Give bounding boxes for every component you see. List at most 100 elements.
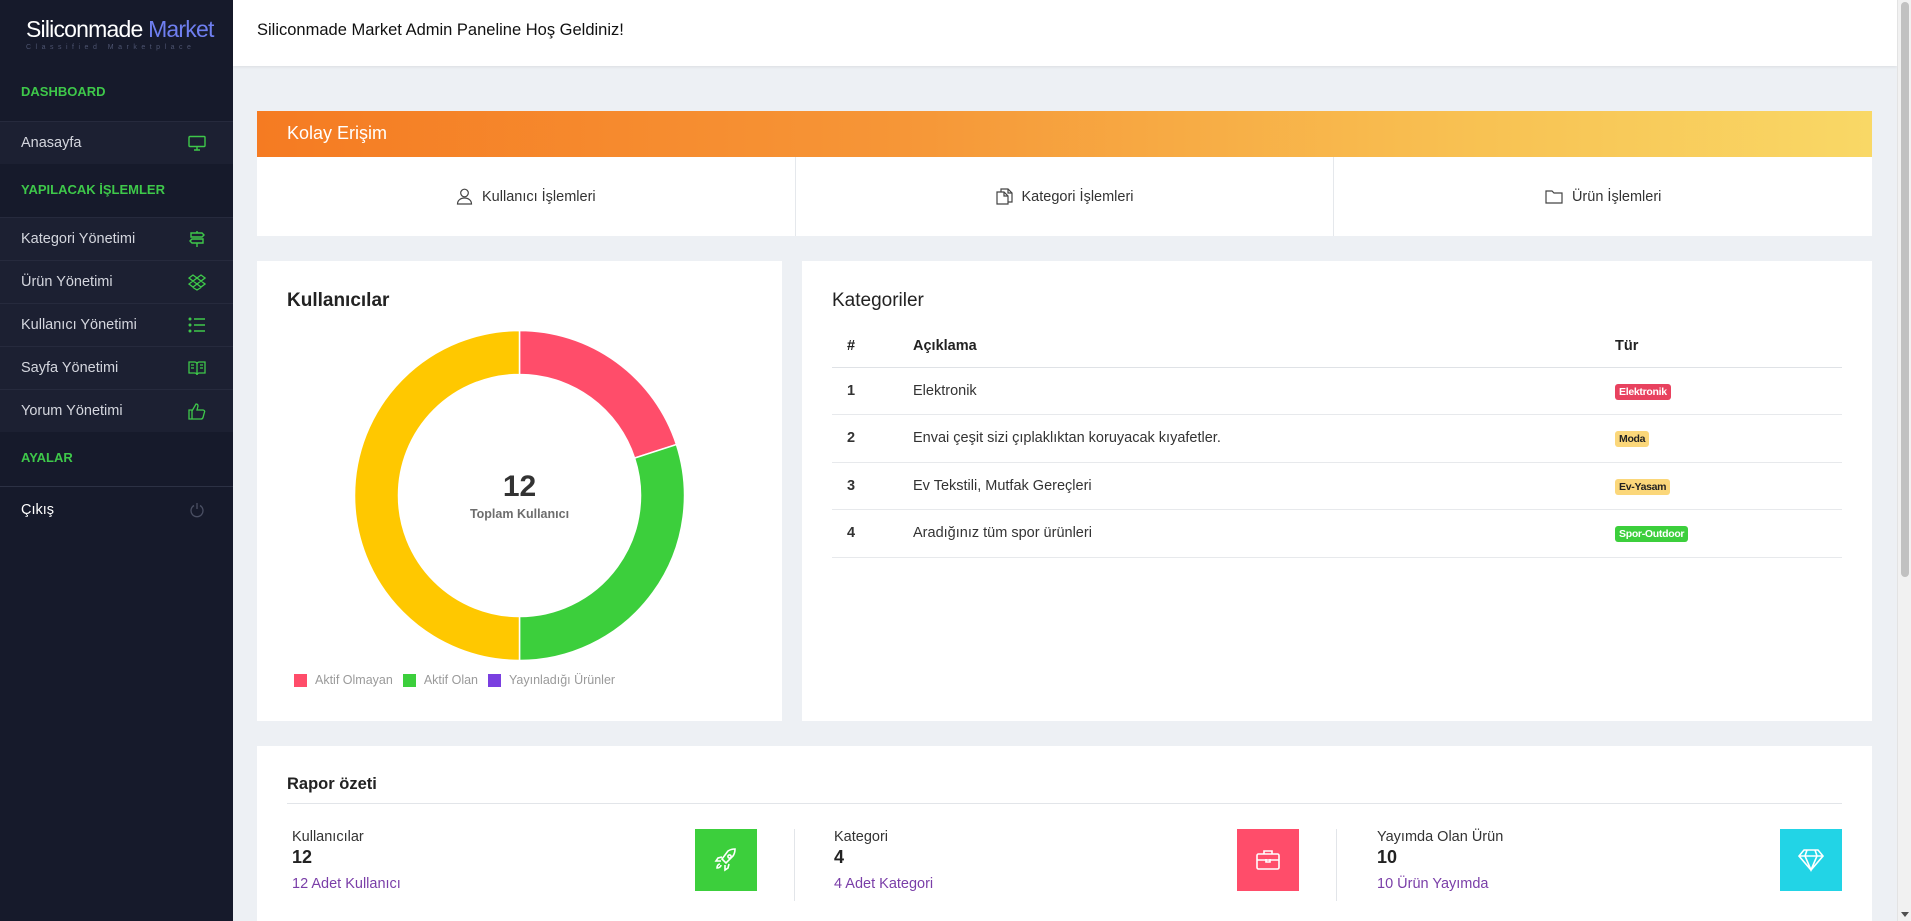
legend-label: Yayınladığı Ürünler — [509, 673, 616, 687]
scrollbar-thumb[interactable] — [1901, 2, 1909, 577]
quick-user-operations[interactable]: Kullanıcı İşlemleri — [257, 157, 796, 236]
page-title: Siliconmade Market Admin Paneline Hoş Ge… — [257, 21, 624, 39]
dropbox-icon — [187, 272, 207, 292]
scroll-down-arrow-icon[interactable] — [1901, 912, 1909, 917]
quick-user-operations-label: Kullanıcı İşlemleri — [482, 188, 596, 205]
briefcase-icon — [1237, 829, 1299, 891]
table-row: 3 Ev Tekstili, Mutfak Gereçleri Ev-Yasam — [832, 462, 1842, 510]
donut-slice-yay-nlad-r-nler[interactable] — [353, 329, 521, 662]
stat-link[interactable]: 12 Adet Kullanıcı — [292, 876, 401, 892]
row-type-cell: Elektronik — [1615, 367, 1842, 415]
donut-slice-aktif-olan[interactable] — [518, 443, 686, 662]
report-summary: Rapor özeti Kullanıcılar 12 12 Adet Kull… — [257, 746, 1872, 921]
sidebar-item-label: Sayfa Yönetimi — [21, 360, 119, 376]
logout-button[interactable]: Çıkış — [0, 486, 233, 532]
brand-name: Siliconmade — [26, 16, 149, 42]
sidebar-item-category-management[interactable]: Kategori Yönetimi — [0, 217, 233, 260]
stat-value: 12 — [292, 847, 313, 867]
quick-access-panel: Kolay Erişim Kullanıcı İşlemleri Kategor… — [257, 111, 1872, 236]
table-row: 4 Aradığınız tüm spor ürünleri Spor-Outdoo… — [832, 509, 1842, 558]
quick-category-operations[interactable]: Kategori İşlemleri — [796, 157, 1335, 236]
column-header-number: # — [832, 325, 913, 368]
type-badge: Spor-Outdoor — [1615, 526, 1689, 543]
row-type-cell: Moda — [1615, 414, 1842, 463]
sidebar: Siliconmade Market Classified Marketplac… — [0, 0, 233, 921]
users-card: Kullanıcılar 12 Toplam Kullanıcı Aktif O… — [257, 261, 782, 721]
row-number: 4 — [832, 509, 913, 558]
categories-table: # Açıklama Tür 1 Elektronik Elektronik 2 Env… — [832, 325, 1842, 558]
legend-swatch — [488, 673, 501, 687]
power-icon — [187, 500, 207, 520]
page-scrollbar[interactable] — [1897, 0, 1911, 921]
sidebar-item-page-management[interactable]: Sayfa Yönetimi — [0, 346, 233, 389]
sidebar-item-label: Kullanıcı Yönetimi — [21, 317, 137, 333]
copy-icon — [995, 188, 1013, 205]
brand-tagline: Classified Marketplace — [26, 44, 196, 51]
sidebar-item-label: Kategori Yönetimi — [21, 231, 136, 247]
diamond-icon — [1780, 829, 1842, 891]
legend-swatch — [402, 673, 416, 687]
legend-item-inactive[interactable]: Aktif Olmayan — [294, 673, 393, 687]
table-row: 2 Envai çeşit sizi çıplaklıktan koruyacak… — [832, 414, 1842, 463]
column-header-description: Açıklama — [913, 325, 1615, 368]
row-description: Envai çeşit sizi çıplaklıktan koruyacak … — [913, 414, 1615, 463]
rocket-icon — [695, 829, 757, 891]
chart-legend: Aktif Olmayan Aktif Olan Yayınladığı Ürü… — [294, 673, 615, 687]
section-tasks: YAPILACAK İŞLEMLER — [21, 182, 165, 197]
stat-published-products: Yayımda Olan Ürün 10 10 Ürün Yayımda — [1377, 829, 1842, 901]
logout-label: Çıkış — [21, 501, 55, 518]
type-badge: Moda — [1615, 431, 1650, 448]
sidebar-item-label: Anasayfa — [21, 135, 82, 151]
sidebar-item-product-management[interactable]: Ürün Yönetimi — [0, 260, 233, 303]
categories-card: Kategoriler # Açıklama Tür 1 Elektronik El… — [802, 261, 1872, 721]
stat-link[interactable]: 4 Adet Kategori — [834, 876, 934, 892]
section-settings: AYALAR — [21, 450, 73, 465]
sidebar-item-label: Ürün Yönetimi — [21, 274, 113, 290]
donut-total: 12 — [502, 470, 537, 503]
stat-categories: Kategori 4 4 Adet Kategori — [834, 829, 1299, 901]
legend-item-published[interactable]: Yayınladığı Ürünler — [488, 673, 615, 687]
brand-logo[interactable]: Siliconmade Market Classified Marketplac… — [0, 0, 233, 66]
table-header-row: # Açıklama Tür — [832, 325, 1842, 368]
type-badge: Ev-Yasam — [1615, 478, 1671, 495]
row-number: 3 — [832, 462, 913, 510]
legend-item-active[interactable]: Aktif Olan — [402, 673, 478, 687]
stat-value: 4 — [834, 847, 845, 867]
user-icon — [456, 188, 473, 205]
sidebar-item-home[interactable]: Anasayfa — [0, 121, 233, 164]
row-number: 1 — [832, 367, 913, 415]
row-description: Elektronik — [913, 367, 1615, 415]
topbar: Siliconmade Market Admin Paneline Hoş Ge… — [233, 0, 1897, 66]
stat-label: Kullanıcılar — [292, 829, 364, 845]
row-description: Aradığınız tüm spor ürünleri — [913, 509, 1615, 558]
users-donut-chart — [353, 329, 686, 662]
stat-label: Kategori — [834, 829, 889, 845]
row-type-cell: Spor-Outdoor — [1615, 509, 1842, 558]
donut-center: 12 Toplam Kullanıcı — [347, 323, 692, 668]
row-description: Ev Tekstili, Mutfak Gereçleri — [913, 462, 1615, 510]
quick-access-title: Kolay Erişim — [257, 111, 1872, 157]
stat-link[interactable]: 10 Ürün Yayımda — [1377, 876, 1489, 892]
stat-users: Kullanıcılar 12 12 Adet Kullanıcı — [292, 829, 757, 901]
sidebar-item-label: Yorum Yönetimi — [21, 403, 123, 419]
folder-icon — [1545, 189, 1563, 204]
type-badge: Elektronik — [1615, 383, 1671, 400]
stat-label: Yayımda Olan Ürün — [1377, 829, 1504, 845]
table-row: 1 Elektronik Elektronik — [832, 367, 1842, 415]
stat-divider — [794, 829, 795, 901]
legend-label: Aktif Olmayan — [315, 673, 393, 687]
list-icon — [187, 315, 207, 335]
quick-product-operations-label: Ürün İşlemleri — [1571, 188, 1662, 205]
signpost-icon — [187, 229, 207, 249]
sidebar-item-comment-management[interactable]: Yorum Yönetimi — [0, 389, 233, 432]
book-icon — [187, 358, 207, 378]
brand-name-accent: Market — [148, 16, 214, 42]
quick-category-operations-label: Kategori İşlemleri — [1021, 188, 1134, 205]
thumbs-up-icon — [187, 401, 207, 421]
users-card-title: Kullanıcılar — [287, 290, 390, 311]
sidebar-item-user-management[interactable]: Kullanıcı Yönetimi — [0, 303, 233, 346]
stat-divider — [1336, 829, 1337, 901]
categories-card-title: Kategoriler — [832, 290, 924, 311]
legend-label: Aktif Olan — [423, 673, 478, 687]
quick-product-operations[interactable]: Ürün İşlemleri — [1334, 157, 1872, 236]
